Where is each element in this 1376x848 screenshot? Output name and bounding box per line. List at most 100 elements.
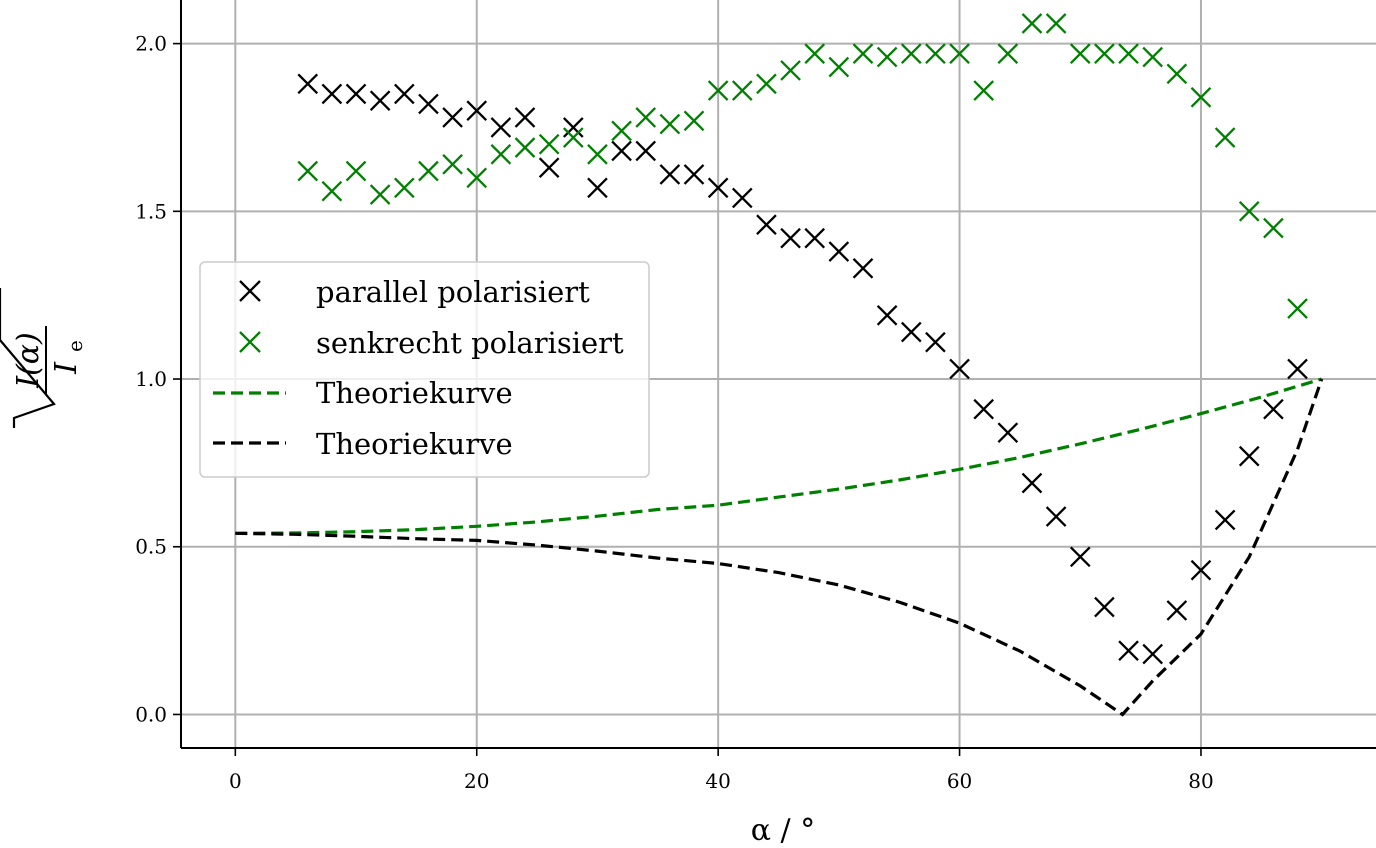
- data-point-series-1: [925, 43, 946, 64]
- data-point-series-1: [514, 137, 536, 158]
- data-point-series-1: [418, 160, 439, 182]
- x-axis-label: α / °: [751, 813, 815, 848]
- data-point-series-0: [973, 398, 995, 420]
- legend: parallel polarisiert senkrecht polarisie…: [199, 261, 650, 478]
- data-point-series-1: [1263, 217, 1284, 239]
- data-point-series-1: [345, 160, 367, 182]
- data-point-series-0: [418, 93, 439, 115]
- data-point-series-0: [1045, 506, 1067, 527]
- data-point-series-1: [1214, 127, 1236, 148]
- legend-label-parallel: parallel polarisiert: [316, 275, 590, 309]
- data-point-series-0: [1214, 509, 1236, 531]
- data-point-series-0: [635, 140, 657, 162]
- y-tick-label: 2.0: [135, 32, 167, 56]
- data-point-series-1: [1094, 43, 1115, 64]
- data-point-series-0: [321, 83, 343, 105]
- data-point-series-0: [466, 100, 488, 122]
- y-label-subscript: e: [63, 340, 87, 352]
- data-point-series-1: [683, 110, 705, 132]
- data-point-series-0: [442, 107, 463, 128]
- data-point-series-1: [1045, 13, 1067, 34]
- legend-entry-senkrecht: senkrecht polarisiert: [239, 326, 624, 360]
- data-point-series-0: [659, 164, 681, 185]
- data-point-series-0: [780, 227, 801, 249]
- data-point-series-1: [756, 73, 777, 95]
- data-point-series-1: [900, 43, 922, 64]
- data-point-series-1: [949, 43, 970, 64]
- data-point-series-1: [828, 56, 850, 78]
- data-point-series-1: [1287, 298, 1308, 319]
- y-label-numerator: I(α): [11, 332, 46, 389]
- data-point-series-0: [876, 304, 898, 326]
- legend-label-senkrecht: senkrecht polarisiert: [316, 326, 624, 360]
- data-point-series-0: [1238, 445, 1260, 467]
- data-point-series-0: [1021, 472, 1043, 494]
- y-tick-label: 1.0: [135, 367, 167, 391]
- data-point-series-0: [297, 73, 319, 95]
- legend-label-theory-green: Theoriekurve: [316, 376, 513, 410]
- y-label-denominator: I: [49, 361, 84, 375]
- data-point-series-1: [562, 127, 584, 148]
- data-point-series-1: [611, 120, 632, 142]
- theory-curve-3: [235, 378, 1324, 717]
- data-point-series-0: [707, 177, 729, 199]
- x-tick-label: 60: [947, 769, 972, 793]
- data-point-series-0: [1118, 640, 1139, 662]
- y-tick-label: 1.5: [135, 199, 167, 223]
- x-axis-label-text: α / °: [751, 813, 815, 848]
- data-point-series-1: [804, 43, 826, 64]
- data-point-series-0: [562, 117, 584, 138]
- data-point-series-0: [1069, 546, 1091, 568]
- data-point-series-0: [997, 422, 1019, 444]
- data-point-series-1: [466, 167, 488, 189]
- legend-entry-parallel: parallel polarisiert: [239, 275, 590, 309]
- data-point-series-0: [1094, 596, 1115, 618]
- y-tick-label: 0.5: [135, 535, 167, 559]
- data-point-series-1: [369, 184, 391, 205]
- data-point-series-1: [973, 80, 995, 101]
- data-point-series-0: [1263, 398, 1284, 420]
- data-point-series-1: [707, 80, 729, 101]
- x-tick-label: 20: [464, 769, 489, 793]
- data-point-series-1: [1118, 43, 1139, 64]
- data-point-series-1: [852, 43, 874, 64]
- data-point-series-1: [321, 180, 343, 202]
- data-point-series-0: [587, 177, 608, 199]
- legend-box: [199, 261, 650, 478]
- theory-curves: [235, 377, 1324, 717]
- data-point-series-1: [538, 133, 560, 155]
- data-point-series-1: [876, 46, 898, 68]
- data-point-series-0: [611, 140, 632, 162]
- data-point-series-0: [538, 157, 560, 179]
- y-tick-label: 0.0: [135, 702, 167, 726]
- data-point-series-1: [1142, 46, 1164, 68]
- data-point-series-0: [393, 83, 415, 105]
- data-point-series-1: [490, 143, 512, 165]
- data-point-series-1: [731, 80, 753, 101]
- y-axis-label: I(α) I e: [0, 288, 87, 428]
- data-point-series-0: [900, 321, 922, 343]
- data-point-series-0: [683, 164, 705, 185]
- legend-marker-senkrecht: [239, 331, 261, 353]
- data-point-series-1: [297, 160, 319, 182]
- data-point-series-1: [1190, 86, 1212, 108]
- data-point-series-0: [1287, 358, 1308, 380]
- data-point-series-1: [1069, 43, 1091, 64]
- data-point-series-1: [1166, 63, 1188, 85]
- x-tick-label: 0: [229, 769, 242, 793]
- legend-label-theory-black: Theoriekurve: [316, 427, 513, 461]
- data-point-series-1: [1238, 201, 1260, 222]
- legend-entry-theory-black: Theoriekurve: [213, 427, 513, 461]
- axes: [173, 0, 1376, 756]
- data-point-series-0: [828, 241, 850, 262]
- data-point-series-0: [756, 214, 777, 236]
- data-point-series-0: [369, 90, 391, 111]
- data-point-series-1: [1021, 13, 1043, 34]
- data-point-series-0: [852, 258, 874, 279]
- data-point-series-1: [659, 113, 681, 135]
- data-point-series-0: [731, 187, 753, 209]
- data-point-series-0: [490, 117, 512, 138]
- x-tick-label: 80: [1188, 769, 1213, 793]
- data-point-series-1: [997, 43, 1019, 64]
